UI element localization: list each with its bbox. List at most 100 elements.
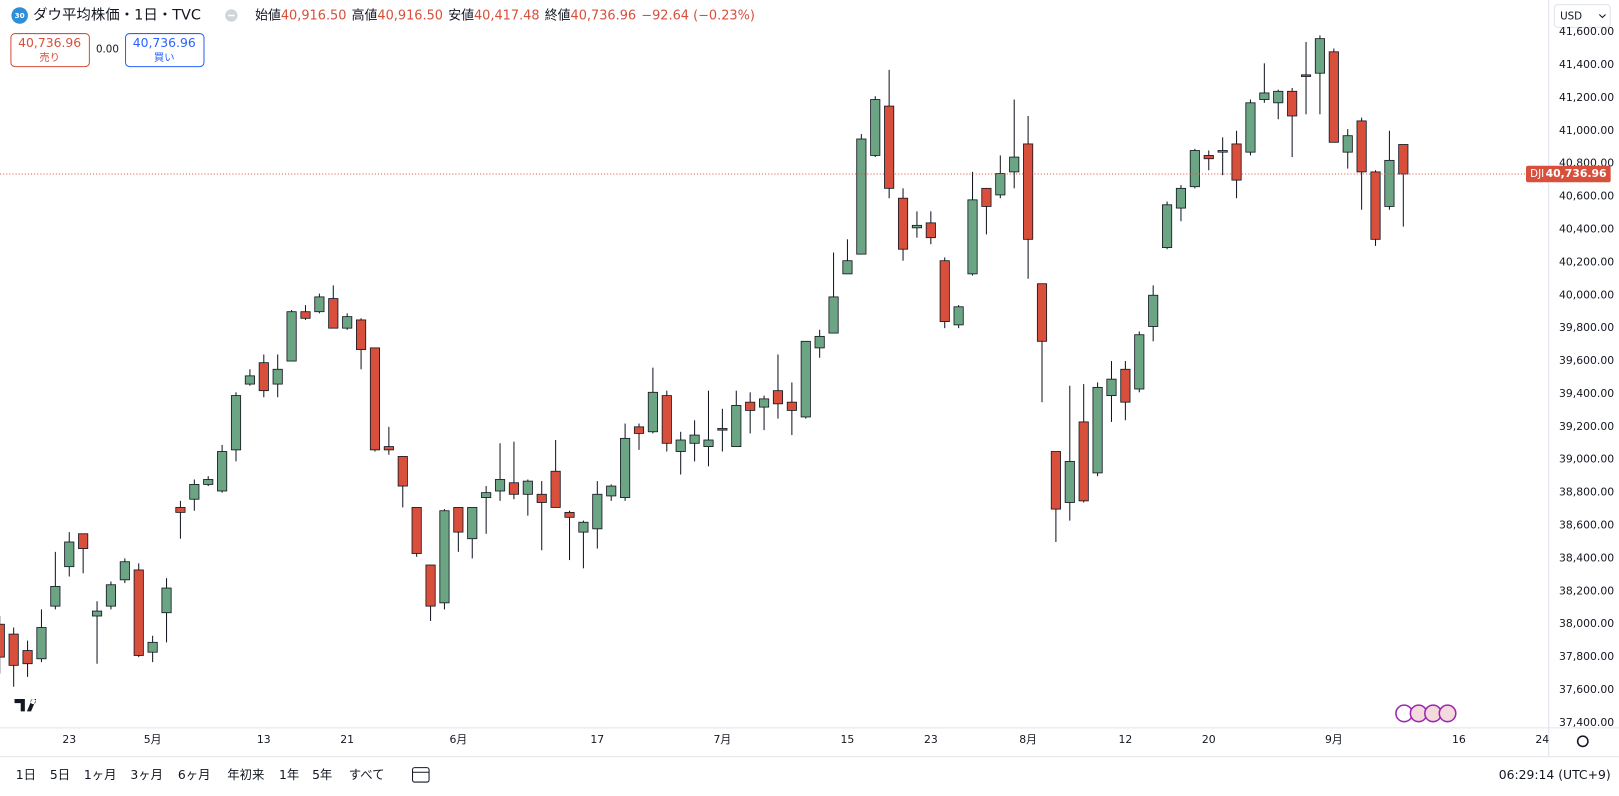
candle-body [1342,135,1353,153]
sell-button[interactable] [10,33,90,68]
candle-body [494,479,506,492]
candle-body [1009,156,1020,173]
ohlc-label: 高値 [352,7,378,23]
x-tick-label: 20 [1202,733,1216,746]
range-button[interactable]: 5年 [312,768,332,782]
y-tick-label: 41,200.00 [1559,91,1614,104]
candle-body [175,507,186,513]
candle-body [661,395,672,444]
y-tick-label: 39,400.00 [1559,387,1614,400]
candle-body [161,587,172,614]
buy-price: 40,736.96 [133,36,196,50]
candle-body [1078,421,1089,502]
candle-body [689,434,700,444]
candle-body [1259,92,1270,100]
candle-body [578,521,589,533]
candle-body [1245,102,1256,153]
candle-body [425,564,436,607]
candle-body [536,493,547,503]
candle-body [369,347,381,451]
x-tick-label: 24 [1535,733,1549,746]
y-tick-label: 39,000.00 [1559,453,1614,466]
candle-body [675,439,686,452]
range-button[interactable]: 1ヶ月 [84,768,117,782]
candle-body [91,610,103,617]
candle-body [50,585,61,607]
range-button[interactable]: 5日 [50,768,70,782]
buy-button[interactable] [125,33,205,68]
y-tick-label: 41,400.00 [1559,58,1614,71]
range-button[interactable]: すべて [349,768,385,782]
candle-body [897,197,909,250]
x-tick-label: 7月 [714,733,732,746]
candle-body [1175,187,1187,209]
currency-caret [1598,14,1606,19]
candle-body [356,319,367,350]
candle-body [1120,368,1131,403]
candle-body [203,479,214,485]
range-button[interactable]: 6ヶ月 [178,768,211,782]
y-tick-label: 40,200.00 [1559,255,1614,268]
range-button[interactable]: 1日 [16,768,36,782]
candle-body [1106,378,1117,397]
x-tick-label: 21 [340,733,354,746]
candle-body [911,224,922,229]
candle-body [842,260,853,275]
candle-body [244,375,255,385]
x-tick-label: 16 [1452,733,1466,746]
y-tick-label: 38,200.00 [1559,584,1614,597]
range-button[interactable]: 3ヶ月 [130,768,163,782]
symbol-label: DJI [1530,168,1544,180]
candle-body [647,391,658,433]
candle-body [981,187,992,207]
candle-body [1023,143,1034,240]
x-tick-label: 23 [62,733,76,746]
date-range-button[interactable] [412,767,430,783]
candle-body [1273,90,1284,104]
change: −92.64 (−0.23%) [641,8,755,23]
candle-body [314,296,325,313]
y-tick-label: 39,600.00 [1559,354,1614,367]
spread: 0.00 [96,44,119,56]
range-button[interactable]: 1年 [279,768,299,782]
x-tick-label: 15 [841,733,855,746]
candle-body [1398,144,1409,175]
candle-body [1050,451,1061,510]
range-button[interactable]: 年初来 [227,768,264,782]
candle-body [1384,159,1395,207]
candle-body [78,533,89,549]
candle-body [411,507,422,554]
candle-body [133,569,144,656]
ohlc-label: 安値 [448,7,474,23]
candle-body [230,395,242,451]
candle-body [439,510,450,604]
x-tick-label: 13 [257,733,271,746]
candle-body [814,335,825,349]
candle-body [258,362,269,392]
candle-body [550,470,561,508]
candle-body [1356,120,1367,173]
candle-body [772,390,784,405]
last-price-badge [1526,165,1611,183]
y-tick-label: 37,400.00 [1559,716,1614,729]
candle-body [953,306,964,326]
plot-area [0,35,1409,687]
candle-body [884,105,895,189]
candle-body [995,173,1006,196]
ohlc-label: 終値 [545,7,571,23]
candle-body [620,437,631,498]
axis-settings[interactable] [1576,735,1589,748]
currency-select[interactable] [1553,4,1611,28]
candle-body [828,296,839,334]
y-tick-label: 39,200.00 [1559,420,1614,433]
chart-title: ダウ平均株価・1日・TVC [33,6,201,23]
candle-body [328,298,339,329]
x-tick-label: 23 [924,733,938,746]
candle-body [1328,51,1339,143]
candle-body [1189,150,1200,188]
candle-body [564,511,575,518]
candle-body [508,482,519,495]
tradingview-logo [14,698,37,712]
candle-body [105,584,116,607]
candle-body [22,650,33,665]
